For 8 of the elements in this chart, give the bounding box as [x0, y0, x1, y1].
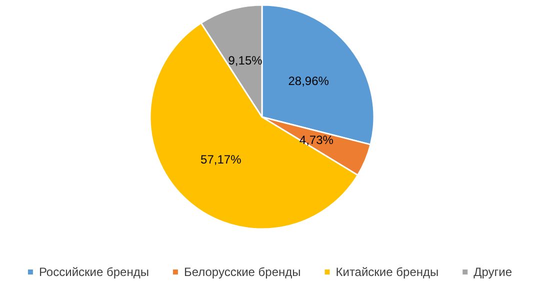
legend-label: Другие — [474, 265, 512, 279]
legend-label: Китайские бренды — [336, 265, 439, 279]
data-label: 4,73% — [299, 132, 334, 147]
data-label: 28,96% — [288, 74, 330, 88]
data-label: 9,15% — [228, 53, 263, 68]
data-label: 57,17% — [200, 152, 242, 166]
legend-label: Белорусские бренды — [184, 265, 301, 279]
legend-label: Российские бренды — [38, 265, 149, 279]
